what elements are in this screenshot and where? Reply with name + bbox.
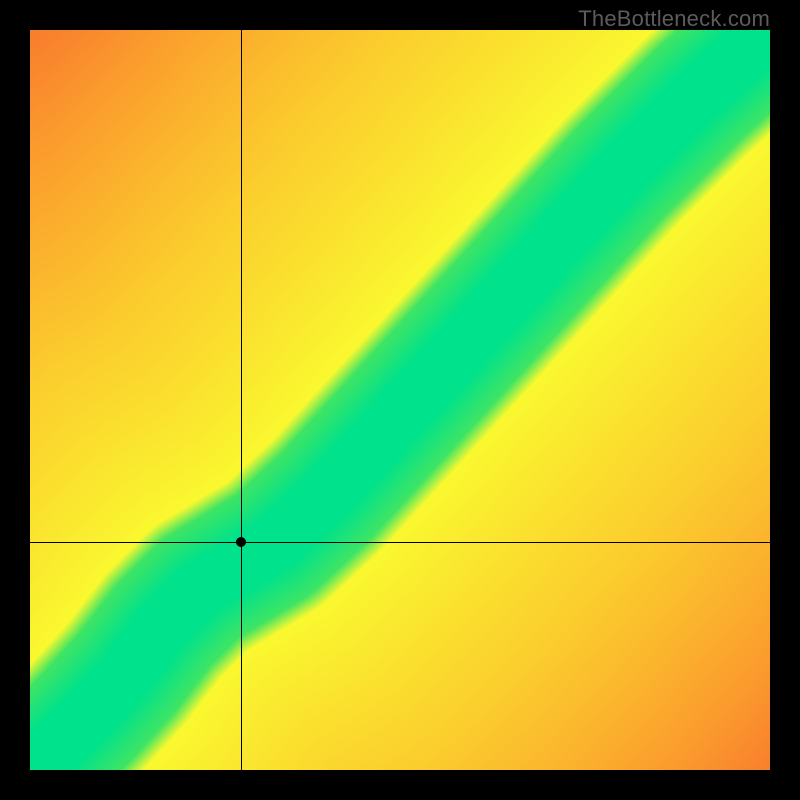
bottleneck-heatmap <box>30 30 770 770</box>
selection-marker <box>236 537 246 547</box>
watermark-text: TheBottleneck.com <box>578 6 770 32</box>
plot-area <box>30 30 770 770</box>
crosshair-horizontal <box>30 542 770 543</box>
crosshair-vertical <box>241 30 242 770</box>
chart-container: TheBottleneck.com <box>0 0 800 800</box>
